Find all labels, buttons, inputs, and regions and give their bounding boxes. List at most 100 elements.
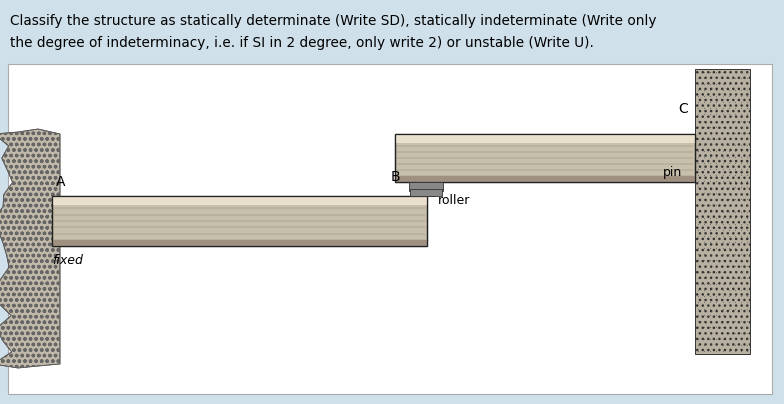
Point [741, 111, 753, 118]
Point [717, 299, 729, 306]
Point [722, 160, 735, 166]
Point [722, 196, 735, 202]
Point [710, 99, 723, 105]
Point [710, 330, 723, 336]
Point [722, 330, 735, 336]
Point [691, 287, 704, 294]
Point [741, 251, 753, 257]
Point [691, 215, 704, 221]
Point [735, 111, 747, 118]
Point [741, 330, 753, 336]
Point [710, 87, 723, 93]
Point [717, 233, 729, 239]
Point [722, 336, 735, 342]
Bar [410, 189, 442, 196]
Point [722, 147, 735, 154]
Point [710, 160, 723, 166]
Point [717, 208, 729, 215]
Point [704, 324, 717, 330]
Point [722, 251, 735, 257]
Point [691, 129, 704, 136]
Point [691, 172, 704, 178]
Point [698, 75, 710, 81]
Point [704, 111, 717, 118]
Point [722, 227, 735, 233]
Point [735, 208, 747, 215]
Point [691, 75, 704, 81]
Point [735, 105, 747, 112]
Point [735, 117, 747, 124]
Text: fixed: fixed [52, 254, 83, 267]
Point [717, 184, 729, 190]
Point [728, 299, 741, 306]
Point [698, 269, 710, 276]
Point [722, 123, 735, 130]
Point [704, 311, 717, 318]
Point [722, 178, 735, 184]
Point [722, 208, 735, 215]
Point [691, 184, 704, 190]
Point [735, 221, 747, 227]
Point [728, 239, 741, 245]
Point [704, 227, 717, 233]
Point [741, 275, 753, 282]
Point [722, 141, 735, 148]
Point [710, 75, 723, 81]
Point [717, 123, 729, 130]
Point [698, 129, 710, 136]
Point [710, 202, 723, 209]
Point [704, 75, 717, 81]
Point [704, 147, 717, 154]
Point [735, 269, 747, 276]
Point [735, 135, 747, 142]
Point [717, 99, 729, 105]
Point [717, 93, 729, 99]
Bar [8, 64, 772, 394]
Point [741, 318, 753, 324]
Point [704, 69, 717, 75]
Point [717, 342, 729, 348]
Point [717, 147, 729, 154]
Point [691, 281, 704, 288]
Text: B: B [390, 170, 400, 184]
Point [741, 221, 753, 227]
Point [710, 184, 723, 190]
Point [691, 245, 704, 251]
Point [735, 305, 747, 312]
Point [710, 190, 723, 196]
Bar [52, 240, 427, 246]
Point [698, 239, 710, 245]
Text: A: A [56, 175, 66, 189]
Point [728, 281, 741, 288]
Point [735, 154, 747, 160]
Bar [395, 134, 695, 182]
Point [728, 227, 741, 233]
Point [728, 160, 741, 166]
Point [735, 184, 747, 190]
Point [728, 184, 741, 190]
Point [735, 311, 747, 318]
Point [691, 202, 704, 209]
Point [698, 81, 710, 87]
Point [728, 111, 741, 118]
Point [722, 99, 735, 105]
Point [717, 348, 729, 354]
Point [735, 166, 747, 172]
Point [728, 233, 741, 239]
Bar [52, 196, 427, 246]
Point [691, 178, 704, 184]
Point [704, 251, 717, 257]
Point [728, 154, 741, 160]
Point [735, 330, 747, 336]
Point [741, 227, 753, 233]
Point [698, 293, 710, 300]
Point [717, 287, 729, 294]
Point [698, 117, 710, 124]
Point [722, 263, 735, 269]
Point [735, 147, 747, 154]
Point [728, 221, 741, 227]
Point [704, 117, 717, 124]
Point [717, 215, 729, 221]
Point [722, 269, 735, 276]
Point [722, 75, 735, 81]
